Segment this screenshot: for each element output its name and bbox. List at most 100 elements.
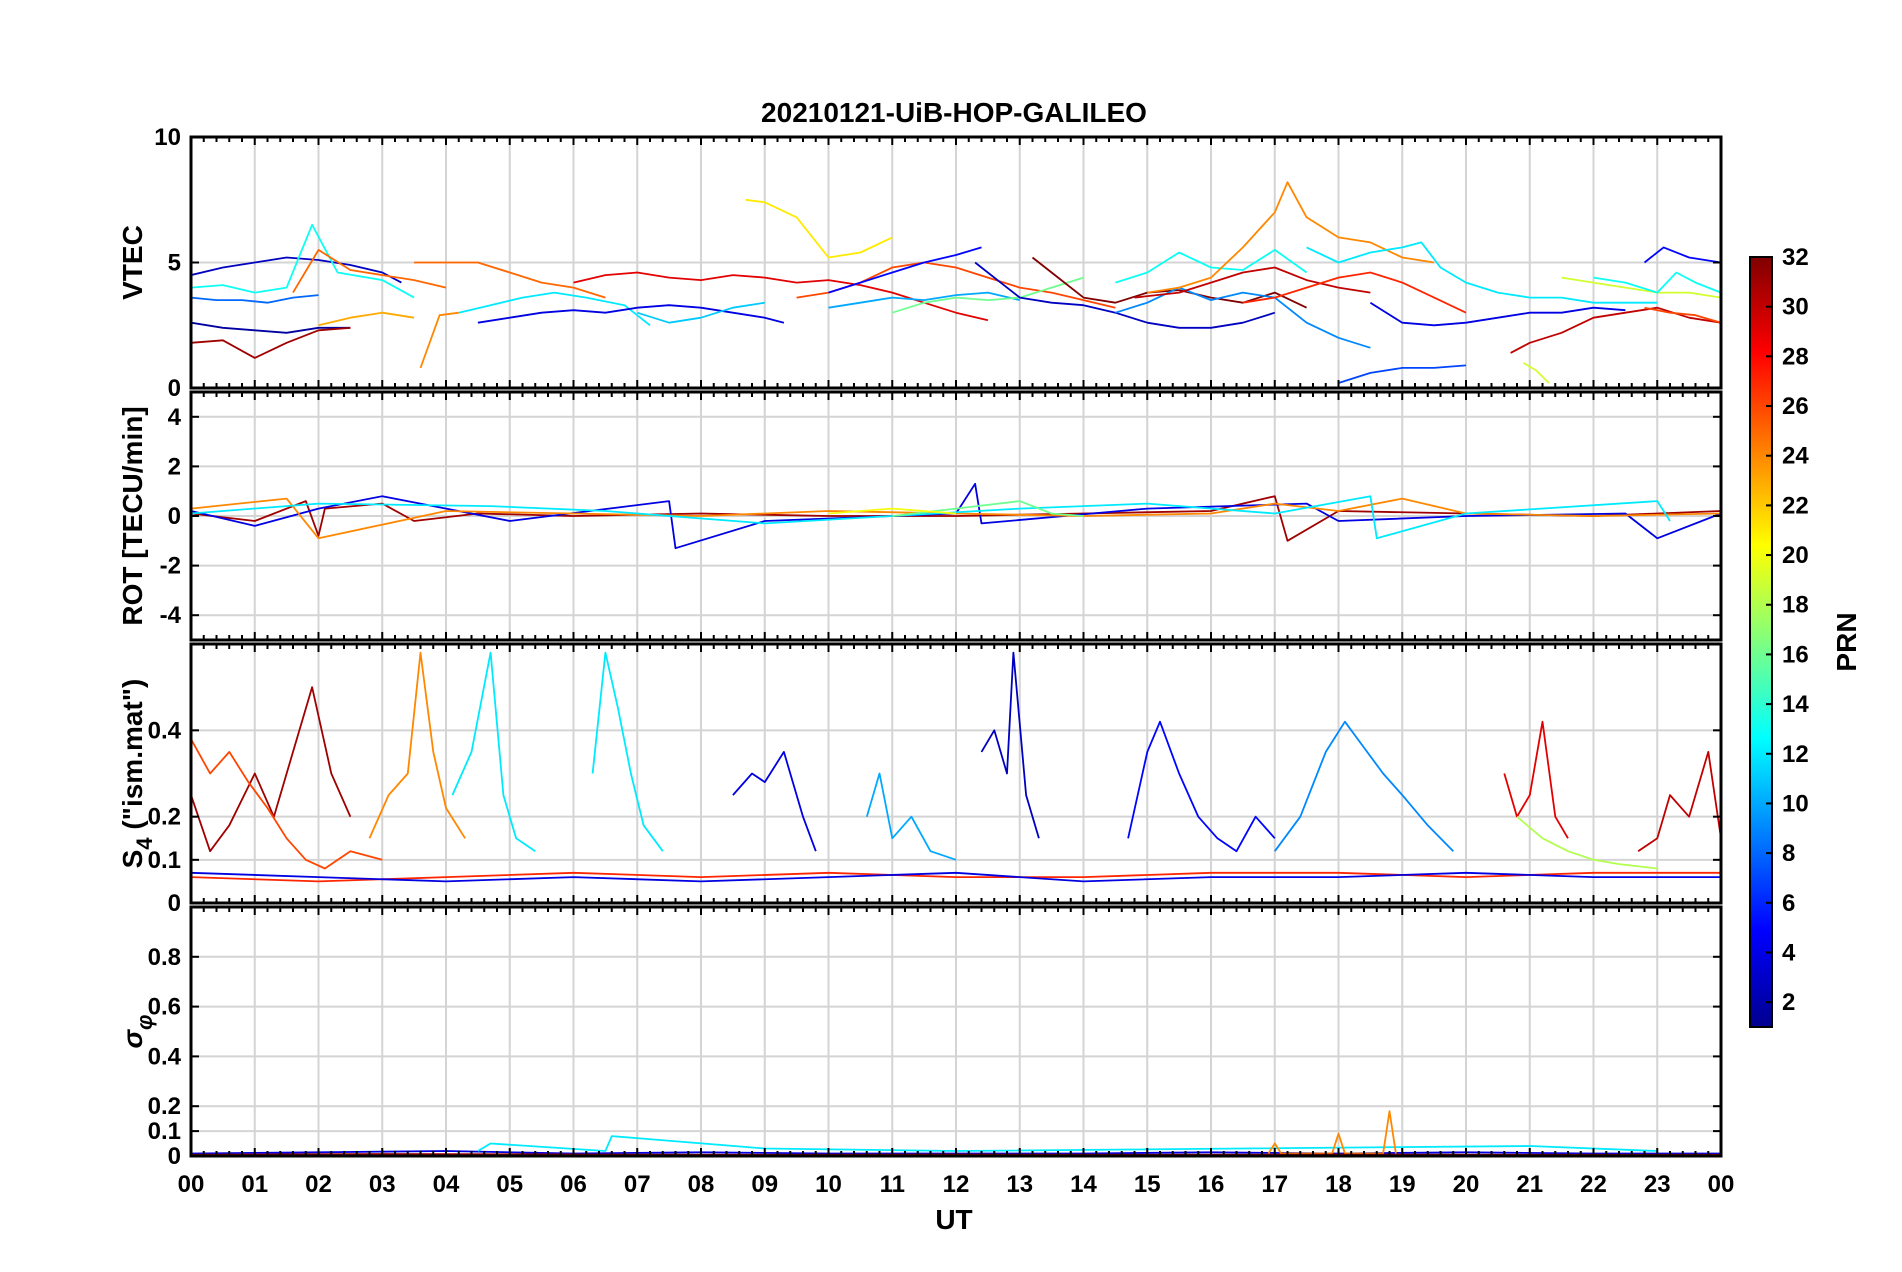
y-tick-label: 0.1 xyxy=(148,1118,181,1145)
s4-series-prn-4 xyxy=(732,751,817,852)
x-tick-label: 03 xyxy=(369,1171,396,1198)
vtec-series-prn-12 xyxy=(458,291,651,327)
y-tick-label: 0.2 xyxy=(148,804,181,831)
x-axis: 00 01 02 03 04 05 06 07 08 09 10 11 12 13 14 15 16 17 18 19… xyxy=(178,1171,1735,1198)
x-tick-label: 00 xyxy=(178,1171,205,1198)
s4-series-prn-26 xyxy=(191,738,383,870)
vtec-series-prn-11 xyxy=(637,301,765,324)
x-tick-label: 12 xyxy=(943,1171,970,1198)
y-tick-label: 0.6 xyxy=(148,994,181,1021)
y-tick-label: 5 xyxy=(168,250,181,277)
x-tick-label: 08 xyxy=(688,1171,715,1198)
colorbar-tick-label: 28 xyxy=(1782,343,1809,370)
y-tick-label: 4 xyxy=(168,404,182,431)
y-tick-label: 0 xyxy=(168,890,181,917)
s4-series-prn-12 xyxy=(451,651,536,852)
vtec-series-prn-13 xyxy=(1115,248,1308,284)
x-tick-label: 04 xyxy=(433,1171,460,1198)
x-tick-label: 21 xyxy=(1516,1171,1543,1198)
x-axis-label: UT xyxy=(935,1204,972,1235)
rot-series-prn-20 xyxy=(828,507,957,515)
s4-series-prn-29 xyxy=(1503,720,1569,839)
colorbar-tick-label: 10 xyxy=(1782,790,1809,817)
colorbar-tick-label: 30 xyxy=(1782,294,1809,321)
rot-series-prn-24 xyxy=(191,497,1721,540)
y-tick-label: 0 xyxy=(168,375,181,402)
colorbar-tick-label: 2 xyxy=(1782,989,1795,1016)
sigma_phi-series-prn-12 xyxy=(477,1135,1658,1152)
vtec-series-prn-8 xyxy=(191,294,319,304)
x-tick-label: 01 xyxy=(241,1171,268,1198)
x-tick-label: 11 xyxy=(880,1171,905,1198)
vtec-series-prn-21 xyxy=(745,198,893,259)
vtec-series-prn-7 xyxy=(1338,364,1467,384)
x-tick-label: 00 xyxy=(1708,1171,1735,1198)
x-tick-label: 19 xyxy=(1389,1171,1416,1198)
y-tick-label: 10 xyxy=(154,124,181,151)
vtec-series-prn-10 xyxy=(828,291,1021,309)
panel-rot: -4 -2 0 2 4 ROT [TECU/min] xyxy=(117,390,1723,642)
colorbar-tick-label: 24 xyxy=(1782,443,1809,470)
s4-series-prn-24 xyxy=(368,651,466,839)
vtec-series-prn-23 xyxy=(318,311,415,327)
y-tick-label: 0.4 xyxy=(148,717,182,744)
y-tick-label: 0.8 xyxy=(148,944,181,971)
sigma_phi-ylabel: σφ xyxy=(117,1014,157,1048)
y-tick-label: 0.4 xyxy=(148,1043,182,1070)
vtec-series-prn-5 xyxy=(828,246,982,294)
x-tick-label: 09 xyxy=(751,1171,778,1198)
colorbar-tick-label: 16 xyxy=(1782,641,1809,668)
vtec-series-prn-31 xyxy=(191,326,351,359)
y-tick-label: 0.1 xyxy=(148,847,181,874)
colorbar-tick-label: 12 xyxy=(1782,741,1809,768)
vtec-series-prn-25 xyxy=(292,248,447,294)
y-tick-label: 0.2 xyxy=(148,1093,181,1120)
vtec-series-prn-25 xyxy=(414,261,606,299)
s4-series-prn-10 xyxy=(865,772,957,861)
colorbar-tick-label: 20 xyxy=(1782,542,1809,569)
vtec-series-prn-26 xyxy=(1644,306,1721,324)
vtec-series-prn-12 xyxy=(1306,241,1658,304)
y-tick-label: 0 xyxy=(168,503,181,530)
x-tick-label: 20 xyxy=(1453,1171,1480,1198)
vtec-series-prn-19 xyxy=(1561,276,1721,299)
x-tick-label: 13 xyxy=(1006,1171,1033,1198)
colorbar-tick-label: 8 xyxy=(1782,840,1795,867)
x-tick-label: 16 xyxy=(1198,1171,1225,1198)
vtec-series-prn-24 xyxy=(1147,181,1435,294)
vtec-series-prn-30 xyxy=(1134,266,1371,299)
colorbar-tick-label: 22 xyxy=(1782,492,1809,519)
vtec-series-prn-9 xyxy=(1115,286,1371,349)
colorbar-tick-label: 18 xyxy=(1782,592,1809,619)
x-tick-label: 17 xyxy=(1261,1171,1288,1198)
s4-series-prn-9 xyxy=(1274,720,1454,852)
s4-series-prn-30 xyxy=(1637,751,1721,852)
panel-sigma_phi: 00.10.2 0.4 0.6 0.8 σφ xyxy=(117,905,1723,1170)
x-tick-label: 06 xyxy=(560,1171,587,1198)
vtec-series-prn-27 xyxy=(1242,271,1467,314)
x-tick-label: 15 xyxy=(1134,1171,1161,1198)
colorbar-tick-label: 6 xyxy=(1782,890,1795,917)
vtec-series-prn-13 xyxy=(1593,271,1721,294)
s4-series-prn-5 xyxy=(1127,720,1276,853)
vtec-series-prn-16 xyxy=(892,276,1084,314)
vtec-series-prn-4 xyxy=(477,304,785,324)
x-tick-label: 22 xyxy=(1580,1171,1607,1198)
colorbar-tick-label: 26 xyxy=(1782,393,1809,420)
colorbar-tick-label: 14 xyxy=(1782,691,1809,718)
x-tick-label: 10 xyxy=(815,1171,842,1198)
x-tick-label: 18 xyxy=(1325,1171,1352,1198)
y-tick-label: 0 xyxy=(168,1143,181,1170)
x-tick-label: 14 xyxy=(1070,1171,1097,1198)
rot-series-prn-4 xyxy=(191,482,1721,550)
vtec-series-prn-3 xyxy=(191,256,402,284)
s4-ylabel: S4 ("ism.mat") xyxy=(117,679,157,869)
x-tick-label: 05 xyxy=(496,1171,523,1198)
vtec-series-prn-29 xyxy=(573,271,989,322)
vtec-series-prn-5 xyxy=(1643,246,1721,264)
colorbar-gradient xyxy=(1749,256,1773,1028)
vtec-series-prn-32 xyxy=(1031,256,1307,309)
